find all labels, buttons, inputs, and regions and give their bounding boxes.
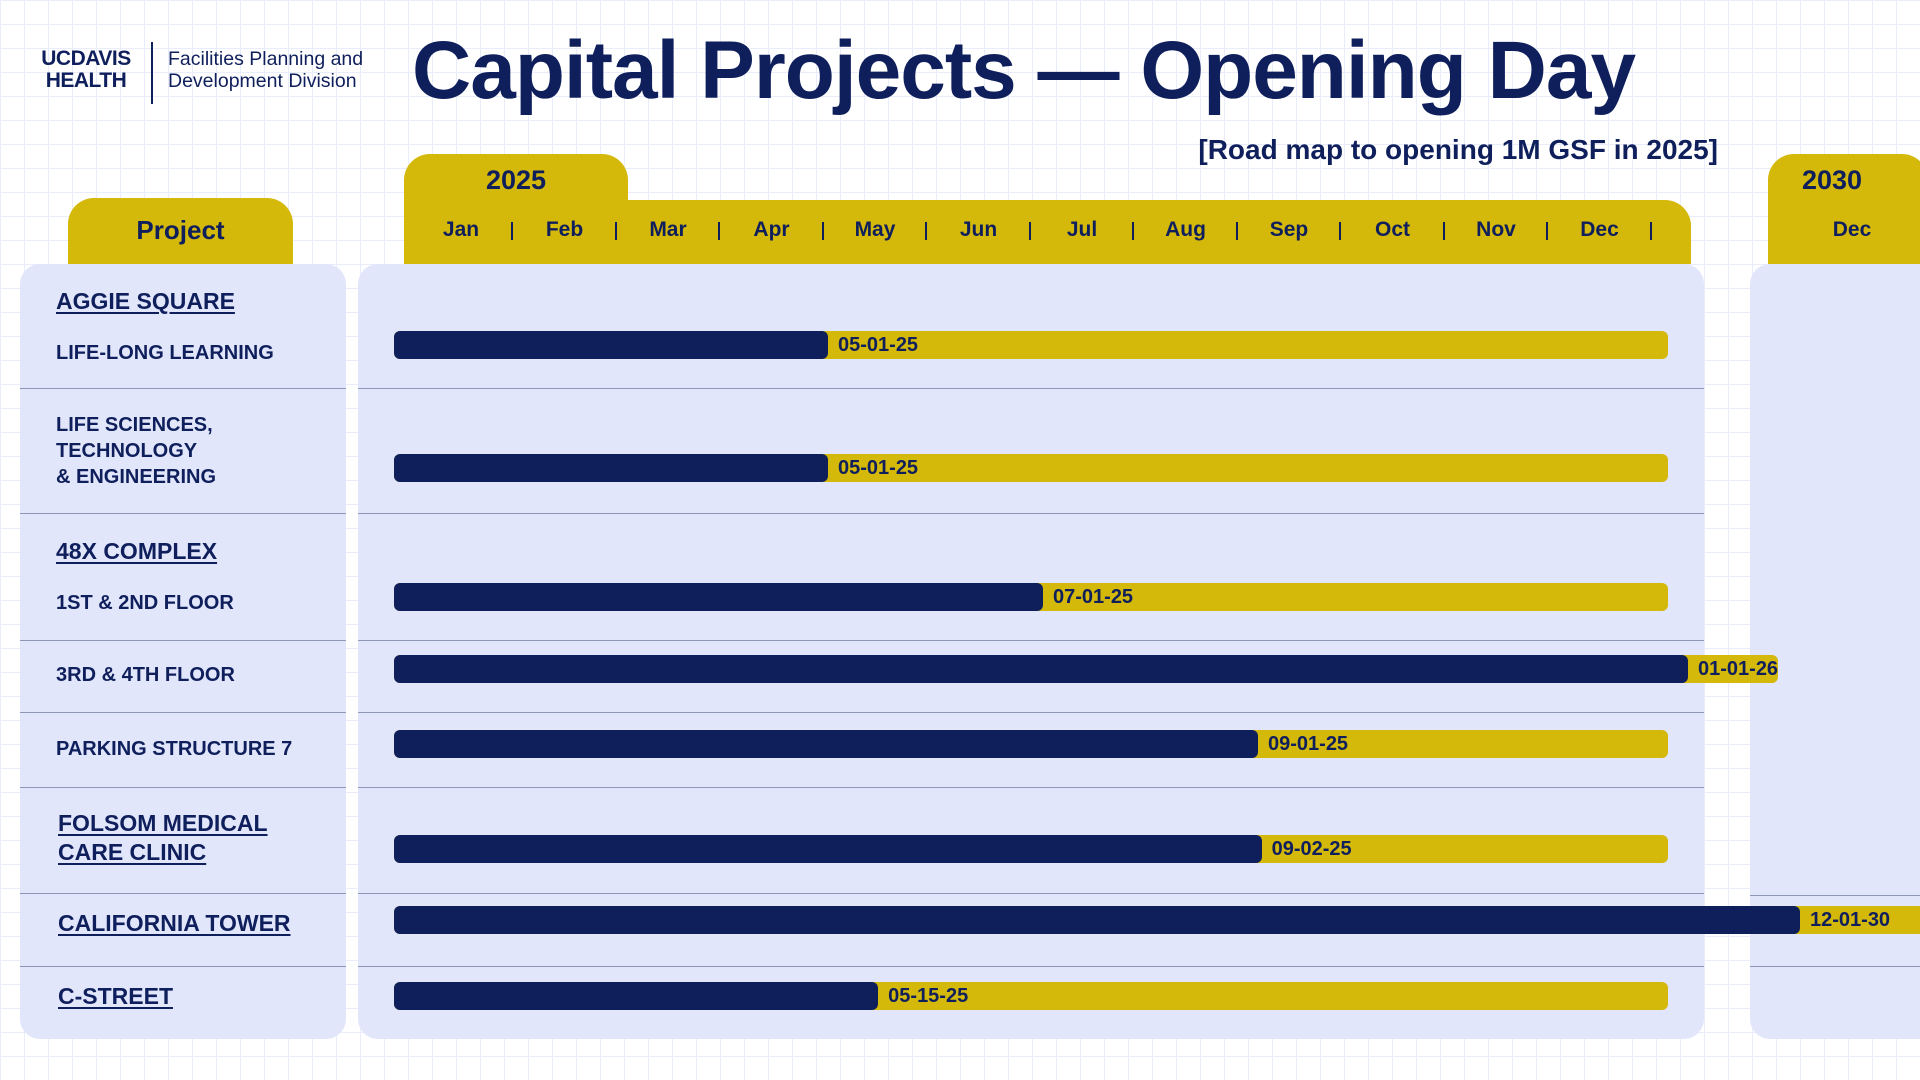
logo-line-2: HEALTH	[45, 69, 127, 92]
opening-date-label: 09-01-25	[1268, 733, 1349, 755]
group-heading-link[interactable]: 48X COMPLEX	[56, 538, 218, 564]
month-sep: Sep	[1269, 218, 1309, 241]
month-separator	[1339, 222, 1341, 240]
project-label: & ENGINEERING	[56, 466, 217, 488]
row-divider	[358, 712, 1704, 713]
opening-date-label: 01-01-26	[1698, 658, 1779, 680]
opening-date-label: 05-01-25	[838, 457, 919, 479]
project-label: 1ST & 2ND FLOOR	[56, 592, 234, 614]
month-separator	[925, 222, 927, 240]
month-mar: Mar	[649, 218, 687, 241]
month-separator	[718, 222, 720, 240]
project-label: PARKING STRUCTURE 7	[56, 738, 293, 760]
project-header-label: Project	[136, 215, 225, 245]
bar-progress	[394, 835, 1262, 863]
opening-date-label: 07-01-25	[1053, 586, 1134, 608]
month-separator	[1132, 222, 1134, 240]
month-separator	[1442, 222, 1445, 240]
row-divider	[358, 893, 1704, 894]
row-divider	[20, 893, 346, 894]
division-line-1: Facilities Planning and	[168, 48, 364, 70]
month-separator	[511, 222, 513, 240]
bar-progress	[394, 655, 1688, 683]
opening-date-label: 05-01-25	[838, 334, 919, 356]
row-divider	[1750, 966, 1920, 967]
project-label: TECHNOLOGY	[56, 440, 198, 462]
month-may: May	[854, 218, 896, 241]
logo-divider	[151, 42, 153, 104]
opening-date-label: 09-02-25	[1271, 838, 1352, 860]
month-nov: Nov	[1476, 218, 1516, 241]
project-label: 3RD & 4TH FLOOR	[56, 664, 235, 686]
row-divider	[358, 966, 1704, 967]
bar-progress	[394, 454, 828, 482]
opening-date-label: 05-15-25	[888, 985, 969, 1007]
group-heading-link[interactable]: AGGIE SQUARE	[56, 288, 235, 314]
months-header-band	[404, 200, 1691, 264]
division-name: Facilities Planning and Development Divi…	[168, 48, 388, 92]
bar-progress	[394, 730, 1258, 758]
project-label: LIFE-LONG LEARNING	[56, 342, 274, 364]
month-jun: Jun	[959, 218, 998, 241]
row-divider	[20, 787, 346, 788]
row-divider	[20, 513, 346, 514]
bar-progress	[394, 331, 828, 359]
month-jul: Jul	[1066, 218, 1098, 241]
project-list-panel	[20, 264, 346, 1039]
month-jan: Jan	[442, 218, 480, 241]
month-oct: Oct	[1374, 218, 1410, 241]
row-divider	[20, 966, 346, 967]
month-separator	[614, 222, 617, 240]
month-aug: Aug	[1165, 218, 1206, 241]
row-divider	[358, 513, 1704, 514]
project-link[interactable]: CARE CLINIC	[58, 839, 207, 865]
month-separator	[821, 222, 824, 240]
row-divider	[20, 388, 346, 389]
month-2030-dec: Dec	[1832, 218, 1872, 241]
project-label: LIFE SCIENCES,	[56, 414, 213, 436]
page-title: Capital Projects — Opening Day	[412, 25, 1636, 116]
project-header-tab	[68, 198, 293, 264]
row-divider	[358, 640, 1704, 641]
month-feb: Feb	[545, 218, 584, 241]
row-divider	[20, 640, 346, 641]
project-link[interactable]: FOLSOM MEDICAL	[58, 810, 268, 836]
month-separator	[1649, 222, 1652, 240]
month-separator	[1028, 222, 1031, 240]
row-divider	[1750, 895, 1920, 896]
year-2030-label: 2030	[1801, 165, 1863, 195]
row-divider	[358, 787, 1704, 788]
logo-wordmark: UCDAVIS HEALTH	[34, 48, 138, 92]
year-2030-tab	[1768, 154, 1920, 264]
year-2025-label: 2025	[485, 165, 547, 195]
project-link[interactable]: CALIFORNIA TOWER	[58, 910, 291, 936]
bar-progress	[394, 906, 1800, 934]
month-separator	[1235, 222, 1238, 240]
bar-progress	[394, 583, 1043, 611]
month-separator	[1546, 222, 1548, 240]
project-link[interactable]: C-STREET	[58, 983, 173, 1009]
page-subtitle: [Road map to opening 1M GSF in 2025]	[1198, 134, 1718, 165]
opening-date-label: 12-01-30	[1810, 909, 1891, 931]
row-divider	[20, 712, 346, 713]
division-line-2: Development Division	[168, 70, 357, 92]
month-apr: Apr	[753, 218, 790, 241]
bar-progress	[394, 982, 879, 1010]
month-dec: Dec	[1580, 218, 1619, 241]
row-divider	[358, 388, 1704, 389]
logo-line-1: UCDAVIS	[41, 47, 131, 70]
